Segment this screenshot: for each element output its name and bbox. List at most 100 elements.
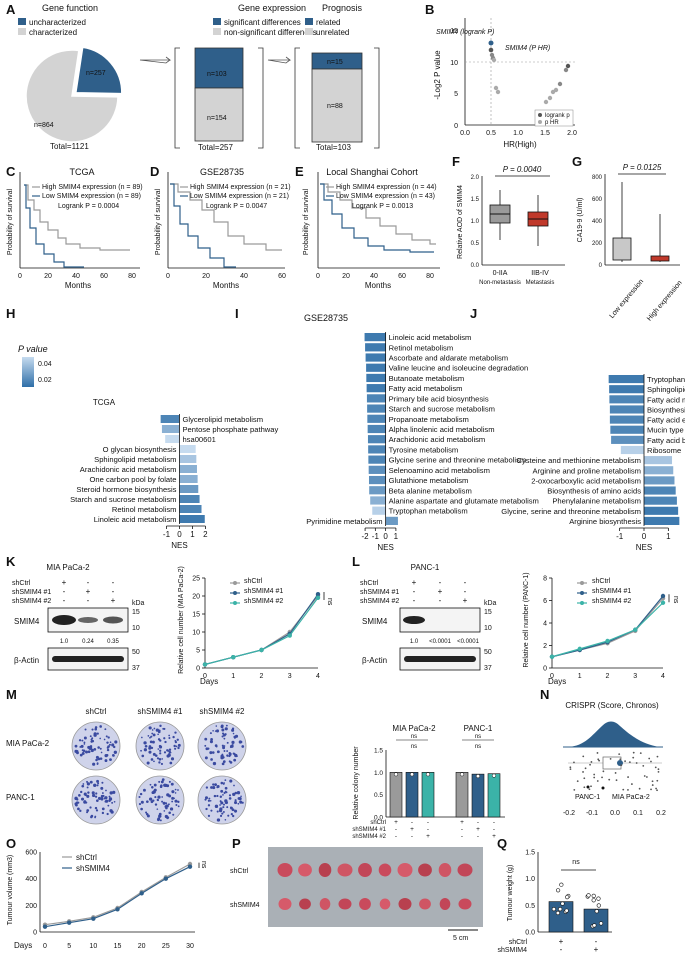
pie-label-uncharacterized: n=257 xyxy=(86,70,106,77)
colony xyxy=(105,799,109,803)
colony xyxy=(103,738,106,741)
x-tick-label: 1.0 xyxy=(513,130,523,137)
data-point xyxy=(651,780,654,783)
mw-marker: 10 xyxy=(132,625,140,632)
colony xyxy=(154,796,157,799)
data-point xyxy=(553,87,559,93)
panel-label: O xyxy=(6,836,16,851)
colony xyxy=(219,814,223,817)
colony xyxy=(80,744,84,748)
scale-tick: 0.04 xyxy=(38,361,52,368)
nes-bar xyxy=(385,516,398,525)
nes-bar xyxy=(366,363,386,372)
data-point xyxy=(598,759,601,762)
colony xyxy=(146,761,150,765)
pathway-label: Biosynthesis of amino acids xyxy=(547,487,641,496)
scatter-points xyxy=(488,40,571,105)
gene-expression-title: Gene expression xyxy=(238,3,306,13)
colony xyxy=(214,783,217,787)
sign: + xyxy=(394,819,398,826)
pathway-label: Linoleic acid metabolism xyxy=(389,333,472,342)
panel-title: GSE28735 xyxy=(200,167,244,177)
data-point xyxy=(628,761,631,764)
data-point xyxy=(459,772,465,777)
ns-label: ns xyxy=(572,859,580,866)
colony xyxy=(218,808,223,813)
sign: - xyxy=(461,826,463,833)
data-point xyxy=(597,758,600,761)
colony xyxy=(221,732,225,735)
y-tick-label: 2 xyxy=(543,643,547,650)
data-point xyxy=(491,57,497,63)
colony xyxy=(111,801,114,804)
stack-label-related: n=15 xyxy=(327,59,343,66)
panel-label: J xyxy=(470,306,477,321)
panel-label: B xyxy=(425,2,434,17)
data-point xyxy=(588,788,591,791)
pie-label-characterized: n=864 xyxy=(34,122,54,129)
colony xyxy=(101,792,104,794)
panel-label: H xyxy=(6,306,15,321)
stack-label-nonsignificant: n=154 xyxy=(207,115,227,122)
condition-row: shCtrl xyxy=(360,580,379,587)
stack-total: Total=103 xyxy=(316,143,351,152)
colony xyxy=(224,727,228,731)
sign: - xyxy=(395,833,397,840)
sign: - xyxy=(411,819,413,826)
colony xyxy=(106,754,109,757)
panel-g: G P = 0.0125 Low expression High express… xyxy=(572,154,684,323)
data-point xyxy=(560,901,565,906)
colony xyxy=(148,797,153,801)
data-point xyxy=(409,772,415,777)
colony xyxy=(80,797,85,801)
colony xyxy=(81,739,84,742)
x-tick-label: -0.1 xyxy=(586,810,598,817)
nes-bar xyxy=(644,456,673,465)
colony xyxy=(173,744,176,748)
blot-band xyxy=(103,616,123,624)
colony xyxy=(168,752,171,755)
colony xyxy=(85,750,89,754)
x-tick-label: 0.2 xyxy=(656,810,666,817)
colony xyxy=(216,794,219,798)
legend-item: shSMIM4 #2 xyxy=(244,598,283,605)
sign: + xyxy=(460,819,464,826)
panel-label: A xyxy=(6,2,16,17)
stack-label-significant: n=103 xyxy=(207,71,227,78)
tumour xyxy=(379,898,391,910)
colony xyxy=(166,784,170,788)
colony xyxy=(156,757,160,760)
colony xyxy=(177,743,181,747)
colony xyxy=(235,755,238,758)
nes-bar xyxy=(609,385,644,394)
scale-title: P value xyxy=(18,344,48,354)
tumour xyxy=(418,863,432,877)
colony xyxy=(91,728,94,731)
pathway-label: Valine leucine and isoleucine degradatio… xyxy=(389,364,529,373)
x-tick-label: 2 xyxy=(260,673,264,680)
tumour xyxy=(419,898,431,910)
legend-high: High SMIM4 expression (n = 44) xyxy=(336,184,437,191)
pathway-label: Retinol metabolism xyxy=(112,505,177,514)
sign: - xyxy=(493,819,495,826)
pathway-label: Tyrosine metabolism xyxy=(389,445,459,454)
colony xyxy=(224,779,227,782)
colony xyxy=(159,749,162,752)
pathway-label: Alpha linolenic acid metabolism xyxy=(389,425,495,434)
colony xyxy=(159,752,162,755)
colony xyxy=(210,758,213,761)
colony-bar xyxy=(487,773,501,818)
legend-item: shCtrl xyxy=(76,853,97,862)
colony xyxy=(106,748,110,752)
x-tick-label: 2 xyxy=(203,530,208,539)
logrank-p: Logrank P = 0.0013 xyxy=(352,203,413,210)
pathway-label: Biosynthesis of unsaturated fatty acids xyxy=(647,405,685,414)
y-tick-label: 0.0 xyxy=(525,930,535,937)
colony-bar xyxy=(389,772,403,818)
colony-bar-chart: 0.00.51.01.5+ - - + - -- + - - + -- - + - - + xyxy=(374,739,505,840)
colony xyxy=(168,780,171,783)
colony xyxy=(172,735,175,739)
nes-bar xyxy=(367,424,386,434)
colony xyxy=(240,795,242,798)
